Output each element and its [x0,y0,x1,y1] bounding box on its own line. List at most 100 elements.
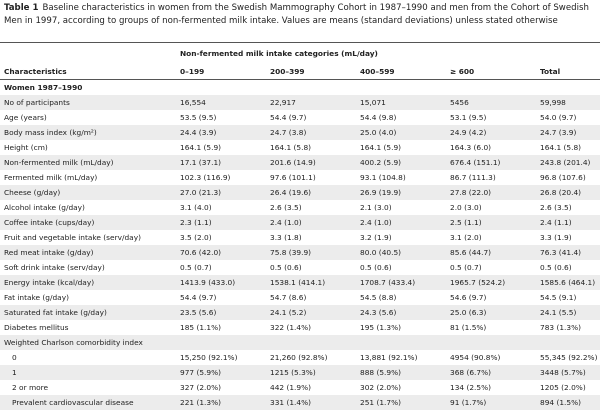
column-header: 200–399 [266,63,356,80]
cell: 185 (1.1%) [180,323,221,332]
cell: 25.0 (4.0) [356,125,446,140]
cell: 1585.6 (464.1) [536,275,600,290]
cell: 59,998 [536,95,600,110]
cell: 888 (5.9%) [356,365,446,380]
row-label: Saturated fat intake (g/day) [0,305,176,320]
table-row: No of participants 16,554 22,917 15,071 5456… [0,95,600,110]
row-label: Fat intake (g/day) [4,293,69,302]
cell: 201.6 (14.9) [266,155,356,170]
cell: 164.1 (5.9) [180,143,222,152]
cell: 54.4 (9.7) [180,293,217,302]
cell: 55,345 (92.2%) [540,353,598,362]
cell: 251 (1.7%) [356,395,446,410]
caption-label: Table 1 [4,3,39,13]
group-header-row: Non-fermented milk intake categories (mL… [0,42,600,63]
cell: 27.0 (21.3) [176,185,266,200]
table-row: Cheese (g/day) 27.0 (21.3) 26.4 (19.6) 26.9… [0,185,600,200]
table-row: 1 977 (5.9%) 1215 (5.3%) 888 (5.9%) 368 (6.7… [0,365,600,380]
row-label: Alcohol intake (g/day) [4,203,85,212]
cell: 16,554 [176,95,266,110]
table-row: 2 or more 327 (2.0%) 442 (1.9%) 302 (2.0%) 1… [0,380,600,395]
cell: 2.4 (1.0) [266,215,356,230]
cell: 3448 (5.7%) [536,365,600,380]
cell: 3.5 (2.0) [180,233,212,242]
table-row: Soft drink intake (serv/day) 0.5 (0.7) 0.5… [0,260,600,275]
cell [0,42,176,63]
row-label: Cheese (g/day) [0,185,176,200]
row-label: Women 1987–1990 [4,83,83,92]
cell: 302 (2.0%) [360,383,401,392]
table-row: Women 1987–1990 [0,80,600,96]
cell: 1965.7 (524.2) [446,275,536,290]
cell: 54.6 (9.7) [450,293,487,302]
cell: 54.0 (9.7) [540,113,577,122]
cell: 2.4 (1.0) [356,215,446,230]
cell: 24.1 (5.2) [266,305,356,320]
table-body: Non-fermented milk intake categories (mL… [0,42,600,410]
cell: 1413.9 (433.0) [176,275,266,290]
cell: 15,250 (92.1%) [180,353,238,362]
cell: 2.5 (1.1) [446,215,536,230]
cell: 24.7 (3.8) [266,125,356,140]
cell: 54.4 (9.7) [270,113,307,122]
cell: 53.1 (9.5) [450,113,487,122]
row-label: Body mass index (kg/m²) [0,125,176,140]
cell: 23.5 (5.6) [176,305,266,320]
cell: 26.9 (19.9) [356,185,446,200]
cell: 368 (6.7%) [446,365,536,380]
table-row: Body mass index (kg/m²) 24.4 (3.9) 24.7 (3… [0,125,600,140]
cell: 70.6 (42.0) [176,245,266,260]
table-row: Fruit and vegetable intake (serv/day) 3.5… [0,230,600,245]
cell: 5456 [446,95,536,110]
table-row: 0 15,250 (92.1%) 21,260 (92.8%) 13,881 (92.… [0,350,600,365]
cell: 134 (2.5%) [450,383,491,392]
cell: 195 (1.3%) [360,323,401,332]
cell: 2.4 (1.1) [536,215,600,230]
cell: 54.4 (9.8) [360,113,397,122]
column-header: ≥ 600 [446,63,536,80]
row-label: Fruit and vegetable intake (serv/day) [4,233,141,242]
cell: 21,260 (92.8%) [270,353,328,362]
row-label: Energy intake (kcal/day) [0,275,176,290]
group-header: Non-fermented milk intake categories (mL… [176,42,600,63]
row-label: Prevalent cardiovascular disease [0,395,176,410]
row-label: Height (cm) [4,143,48,152]
cell: 1215 (5.3%) [266,365,356,380]
cell: 2.0 (3.0) [450,203,482,212]
table-row: Red meat intake (g/day) 70.6 (42.0) 75.8 (… [0,245,600,260]
header-row: Characteristics 0–199 200–399 400–599 ≥ 600 T… [0,63,600,80]
cell: 164.1 (5.8) [540,143,582,152]
cell: 0.5 (0.6) [360,263,392,272]
cell: 75.8 (39.9) [266,245,356,260]
cell: 24.9 (4.2) [446,125,536,140]
cell: 54.7 (8.6) [270,293,307,302]
cell: 164.1 (5.9) [360,143,402,152]
caption-text: Baseline characteristics in women from t… [4,3,589,26]
cell: 81 (1.5%) [450,323,487,332]
column-header: Characteristics [0,63,176,80]
cell: 400.2 (5.9) [356,155,446,170]
cell: 96.8 (107.6) [540,173,586,182]
cell: 442 (1.9%) [270,383,311,392]
column-header: 0–199 [176,63,266,80]
cell: 3.1 (4.0) [180,203,212,212]
cell: 164.3 (6.0) [450,143,492,152]
cell: 91 (1.7%) [446,395,536,410]
row-label: Soft drink intake (serv/day) [4,263,105,272]
cell: 783 (1.3%) [540,323,581,332]
caption: Table 1 Baseline characteristics in women… [0,0,600,42]
table-row: Age (years) 53.5 (9.5) 54.4 (9.7) 54.4 (9.8… [0,110,600,125]
cell: 2.3 (1.1) [176,215,266,230]
table-row: Fat intake (g/day) 54.4 (9.7) 54.7 (8.6) 54… [0,290,600,305]
cell: 3.3 (1.9) [540,233,572,242]
cell: 76.3 (41.4) [536,245,600,260]
cell: 977 (5.9%) [176,365,266,380]
table-row: Height (cm) 164.1 (5.9) 164.1 (5.8) 164.1 (… [0,140,600,155]
table: Non-fermented milk intake categories (mL… [0,42,600,410]
table-row: Non-fermented milk (mL/day) 17.1 (37.1) 20… [0,155,600,170]
row-label: 2 or more [12,383,49,392]
cell: 322 (1.4%) [270,323,311,332]
row-label: Age (years) [4,113,47,122]
cell: 80.0 (40.5) [356,245,446,260]
